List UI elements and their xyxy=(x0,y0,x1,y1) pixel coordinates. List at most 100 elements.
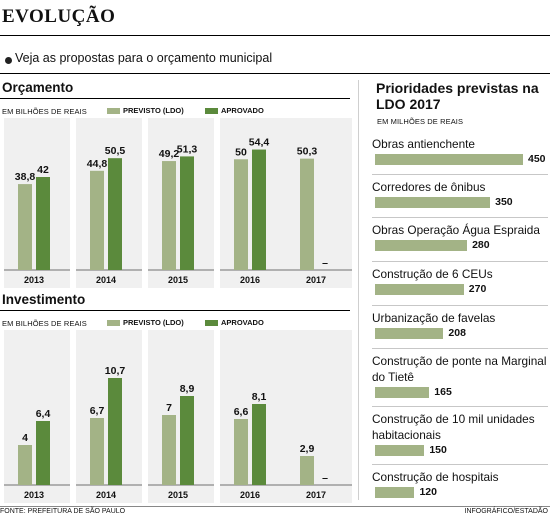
prioridade-bar xyxy=(375,284,464,295)
orcamento-value-label: 54,4 xyxy=(249,137,270,149)
prioridade-label: Obras antienchente xyxy=(372,137,475,151)
orcamento-bar-previsto xyxy=(162,161,176,270)
prioridade-bar xyxy=(375,328,444,339)
prioridade-item: Construção de hospitais 120 xyxy=(372,469,548,500)
prioridade-label: Construção de 10 mil unidades habitacion… xyxy=(372,412,535,442)
legend-previsto-swatch-2 xyxy=(107,320,120,326)
prioridade-separator xyxy=(372,217,548,218)
footer-rule xyxy=(0,506,550,507)
legend-aprovado-label-2: APROVADO xyxy=(221,318,264,327)
orcamento-tick-label: 2017 xyxy=(306,275,326,285)
prioridade-item: Corredores de ônibus 350 xyxy=(372,179,548,210)
orcamento-bar-previsto xyxy=(18,184,32,270)
legend-aprovado-swatch-2 xyxy=(205,320,218,326)
panel-divider xyxy=(358,80,359,500)
orcamento-value-label: 50 xyxy=(235,146,247,158)
prioridade-value: 208 xyxy=(448,327,466,339)
investimento-value-label: 2,9 xyxy=(300,443,315,455)
orcamento-bar-previsto xyxy=(90,170,104,270)
orcamento-value-label: 49,2 xyxy=(159,148,180,160)
legend-previsto-swatch xyxy=(107,108,120,114)
page-subtitle: Veja as propostas para o orçamento munic… xyxy=(15,51,273,65)
orcamento-value-label: 38,8 xyxy=(15,171,36,183)
prioridade-item: Construção de ponte na Marginal do Tietê… xyxy=(372,353,548,400)
orcamento-value-label: 50,5 xyxy=(105,145,126,157)
prioridade-bar xyxy=(375,154,523,165)
prioridade-separator xyxy=(372,305,548,306)
title-rule xyxy=(0,35,550,36)
prioridade-item: Construção de 10 mil unidades habitacion… xyxy=(372,411,548,458)
prioridade-bar xyxy=(375,387,430,398)
prioridades-unit: EM MILHÕES DE REAIS xyxy=(377,117,464,126)
orcamento-bar-previsto xyxy=(234,159,248,270)
orcamento-unit: EM BILHÕES DE REAIS xyxy=(2,107,87,116)
prioridade-separator xyxy=(372,174,548,175)
investimento-bar-previsto xyxy=(18,445,32,485)
orcamento-title-rule xyxy=(0,98,350,99)
legend-previsto-label-2: PREVISTO (LDO) xyxy=(123,318,184,327)
prioridade-value: 120 xyxy=(419,486,437,498)
orcamento-value-label: 42 xyxy=(37,164,49,176)
investimento-chart: 4 6,4 2013 6,7 10,7 2014 7 8,9 2015 6,68,1 2016 2,9… xyxy=(4,330,352,503)
prioridade-item: Construção de 6 CEUs 270 xyxy=(372,266,548,297)
orcamento-tick-label: 2016 xyxy=(240,275,260,285)
investimento-value-label: 6,7 xyxy=(90,405,105,417)
prioridade-value: 280 xyxy=(472,239,490,251)
prioridade-label: Construção de hospitais xyxy=(372,470,499,484)
legend-aprovado-label: APROVADO xyxy=(221,106,264,115)
investimento-bar-previsto xyxy=(300,456,314,485)
orcamento-value-label: 50,3 xyxy=(297,146,318,158)
investimento-title: Investimento xyxy=(2,292,86,307)
investimento-bar-aprovado xyxy=(108,378,122,485)
prioridade-separator xyxy=(372,261,548,262)
prioridade-label: Construção de 6 CEUs xyxy=(372,267,493,281)
investimento-bar-aprovado xyxy=(36,421,50,485)
prioridade-item: Urbanização de favelas 208 xyxy=(372,310,548,341)
prioridade-label: Urbanização de favelas xyxy=(372,311,496,325)
page-title: EVOLUÇÃO xyxy=(2,6,116,27)
prioridade-separator xyxy=(372,406,548,407)
prioridade-bar xyxy=(375,240,468,251)
orcamento-value-label: – xyxy=(322,257,328,269)
investimento-bar-previsto xyxy=(162,415,176,485)
investimento-value-label: 6,4 xyxy=(36,408,51,420)
prioridade-bar xyxy=(375,487,415,498)
prioridade-value: 165 xyxy=(434,386,452,398)
prioridade-separator xyxy=(372,348,548,349)
prioridade-label: Construção de ponte na Marginal do Tietê xyxy=(372,354,547,384)
prioridade-value: 150 xyxy=(429,444,447,456)
prioridade-bar xyxy=(375,445,425,456)
legend-previsto-label: PREVISTO (LDO) xyxy=(123,106,184,115)
prioridade-item: Obras Operação Água Espraida 280 xyxy=(372,222,548,253)
prioridade-value: 270 xyxy=(468,283,487,295)
investimento-tick-label: 2017 xyxy=(306,490,326,500)
subtitle-rule xyxy=(0,73,550,74)
investimento-bar-previsto xyxy=(90,418,104,485)
orcamento-tick-label: 2014 xyxy=(96,275,116,285)
prioridade-item: Obras antienchente 450 xyxy=(372,136,548,167)
orcamento-column-bg xyxy=(286,118,352,288)
prioridade-label: Obras Operação Água Espraida xyxy=(372,223,540,237)
investimento-value-label: 6,6 xyxy=(234,406,249,418)
orcamento-bar-aprovado xyxy=(252,149,266,270)
investimento-value-label: 8,9 xyxy=(180,383,195,395)
investimento-tick-label: 2014 xyxy=(96,490,116,500)
credit-note: INFOGRÁFICO/ESTADÃO xyxy=(464,508,549,515)
prioridade-value: 450 xyxy=(528,153,546,165)
investimento-title-rule xyxy=(0,310,350,311)
investimento-bar-aprovado xyxy=(180,396,194,485)
orcamento-chart: 38,842 2013 44,850,5 2014 49,251,3 2015 5054,4… xyxy=(4,118,352,288)
investimento-bar-aprovado xyxy=(252,404,266,485)
orcamento-value-label: 51,3 xyxy=(177,143,198,155)
orcamento-tick-label: 2013 xyxy=(24,275,44,285)
investimento-tick-label: 2015 xyxy=(168,490,188,500)
prioridades-title: Prioridades previstas na LDO 2017 xyxy=(376,80,539,112)
orcamento-bar-aprovado xyxy=(108,158,122,270)
investimento-column-bg xyxy=(286,330,352,503)
prioridade-label: Corredores de ônibus xyxy=(372,180,486,194)
orcamento-title: Orçamento xyxy=(2,80,74,95)
investimento-bar-previsto xyxy=(234,419,248,485)
orcamento-bar-aprovado xyxy=(180,156,194,270)
investimento-value-label: 7 xyxy=(166,402,172,414)
orcamento-bar-previsto xyxy=(300,158,314,270)
